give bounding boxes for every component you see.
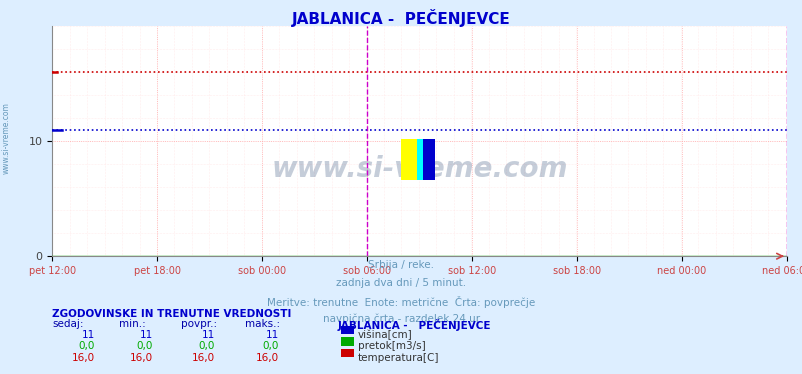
Text: 11: 11 (81, 330, 95, 340)
Text: 16,0: 16,0 (255, 353, 278, 363)
Text: 0,0: 0,0 (79, 341, 95, 351)
Text: sedaj:: sedaj: (52, 319, 83, 329)
Text: 0,0: 0,0 (136, 341, 152, 351)
Text: 16,0: 16,0 (71, 353, 95, 363)
Bar (423, 139, 435, 180)
Text: www.si-vreme.com: www.si-vreme.com (271, 155, 567, 183)
Text: 11: 11 (139, 330, 152, 340)
Text: Srbija / reke.: Srbija / reke. (368, 260, 434, 270)
Text: 0,0: 0,0 (199, 341, 215, 351)
Text: Meritve: trenutne  Enote: metrične  Črta: povprečje: Meritve: trenutne Enote: metrične Črta: … (267, 296, 535, 308)
Text: pretok[m3/s]: pretok[m3/s] (358, 341, 425, 351)
Text: maks.:: maks.: (245, 319, 280, 329)
Text: min.:: min.: (119, 319, 145, 329)
Text: 16,0: 16,0 (192, 353, 215, 363)
Bar (417, 139, 423, 180)
Bar (401, 139, 417, 180)
Text: JABLANICA -   PEČENJEVCE: JABLANICA - PEČENJEVCE (337, 319, 490, 331)
Text: temperatura[C]: temperatura[C] (358, 353, 439, 363)
Text: zadnja dva dni / 5 minut.: zadnja dva dni / 5 minut. (336, 278, 466, 288)
Text: navpična črta - razdelek 24 ur: navpična črta - razdelek 24 ur (322, 314, 480, 324)
Text: 11: 11 (265, 330, 278, 340)
Text: 11: 11 (201, 330, 215, 340)
Text: JABLANICA -  PEČENJEVCE: JABLANICA - PEČENJEVCE (292, 9, 510, 27)
Text: www.si-vreme.com: www.si-vreme.com (2, 102, 11, 174)
Text: 0,0: 0,0 (262, 341, 278, 351)
Text: povpr.:: povpr.: (180, 319, 217, 329)
Text: ZGODOVINSKE IN TRENUTNE VREDNOSTI: ZGODOVINSKE IN TRENUTNE VREDNOSTI (52, 309, 291, 319)
Text: 16,0: 16,0 (129, 353, 152, 363)
Text: višina[cm]: višina[cm] (358, 330, 412, 340)
